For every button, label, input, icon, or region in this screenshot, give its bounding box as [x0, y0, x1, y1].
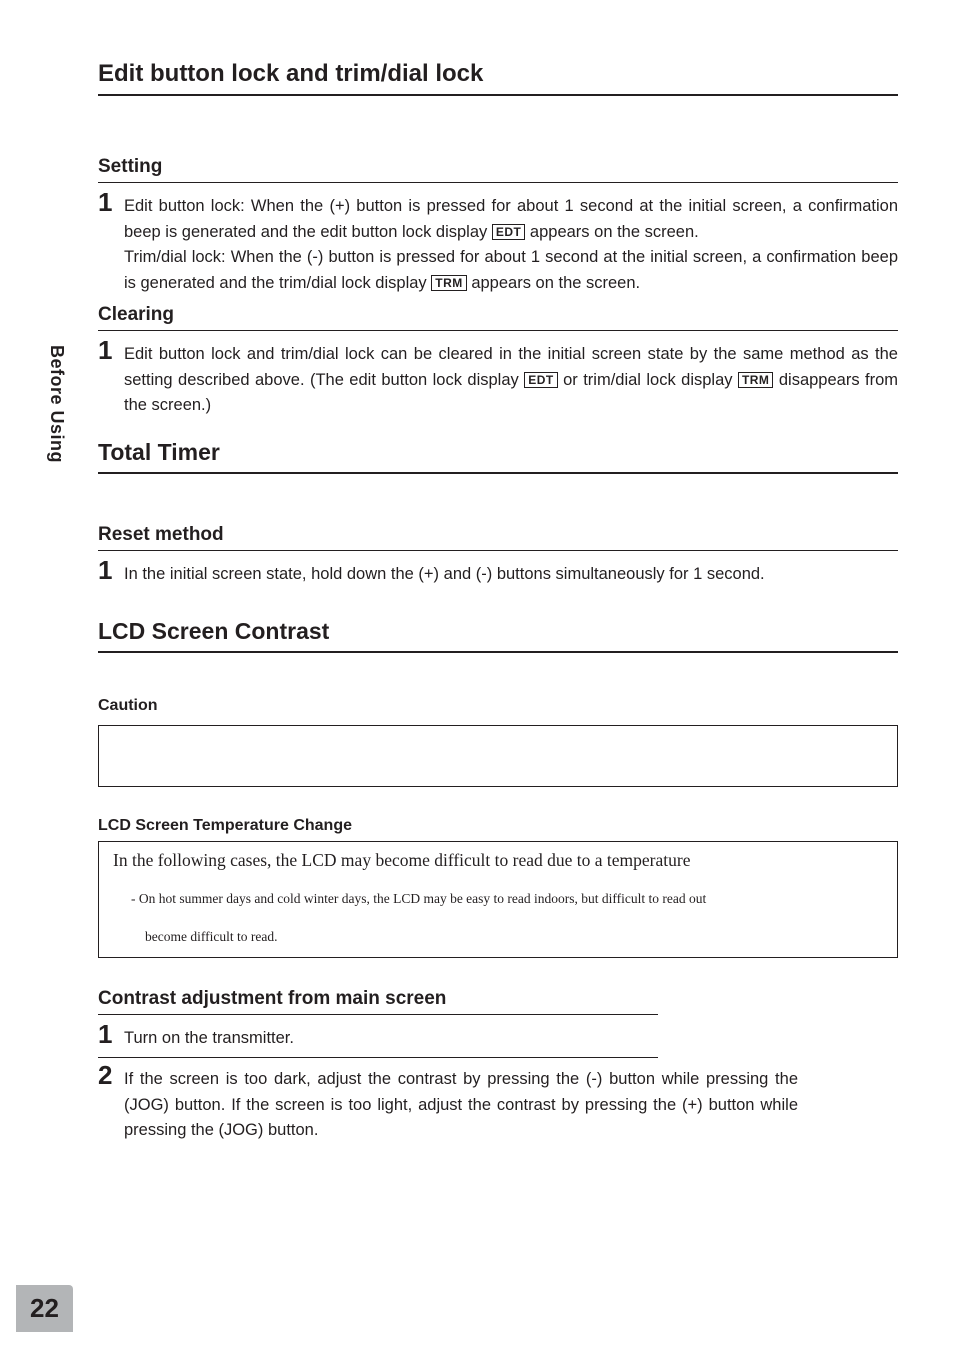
trm-icon: TRM [431, 275, 467, 291]
text-line: - On hot summer days and cold winter day… [131, 891, 883, 907]
text-run: appears on the screen. [467, 274, 640, 292]
caution-box [98, 725, 898, 787]
contrast-step-1: 1 Turn on the transmitter. [98, 1021, 658, 1059]
text-line: In the following cases, the LCD may beco… [113, 850, 883, 871]
heading-clearing: Clearing [98, 304, 898, 331]
caution-label: Caution [98, 697, 898, 715]
side-tab-label: Before Using [46, 345, 67, 463]
page-title: Edit button lock and trim/dial lock [98, 60, 898, 96]
lcd-temp-box: In the following cases, the LCD may beco… [98, 841, 898, 958]
step-number: 1 [98, 337, 116, 419]
setting-step-1: 1 Edit button lock: When the (+) button … [98, 189, 898, 296]
lcd-temp-label: LCD Screen Temperature Change [98, 817, 898, 835]
text-line: become difficult to read. [145, 929, 883, 945]
heading-contrast-adjust: Contrast adjustment from main screen [98, 988, 658, 1015]
text-run: or trim/dial lock display [558, 371, 738, 389]
text-run: appears on the screen. [525, 223, 698, 241]
step-number: 2 [98, 1062, 116, 1144]
step-number: 1 [98, 189, 116, 296]
contrast-step-2: 2 If the screen is too dark, adjust the … [98, 1062, 798, 1144]
step-body: Edit button lock and trim/dial lock can … [124, 337, 898, 419]
trm-icon: TRM [738, 372, 774, 388]
page-content: Edit button lock and trim/dial lock Sett… [98, 60, 898, 1148]
step-body: In the initial screen state, hold down t… [124, 557, 765, 588]
step-number: 1 [98, 1021, 116, 1052]
clearing-step-1: 1 Edit button lock and trim/dial lock ca… [98, 337, 898, 419]
heading-lcd-contrast: LCD Screen Contrast [98, 618, 898, 653]
page-number: 22 [16, 1285, 73, 1332]
heading-setting: Setting [98, 156, 898, 183]
edt-icon: EDT [524, 372, 558, 388]
heading-reset-method: Reset method [98, 524, 898, 551]
step-body: If the screen is too dark, adjust the co… [124, 1062, 798, 1144]
heading-total-timer: Total Timer [98, 439, 898, 474]
step-body: Edit button lock: When the (+) button is… [124, 189, 898, 296]
step-body: Turn on the transmitter. [124, 1021, 294, 1052]
edt-icon: EDT [492, 224, 526, 240]
step-number: 1 [98, 557, 116, 588]
reset-step-1: 1 In the initial screen state, hold down… [98, 557, 898, 588]
